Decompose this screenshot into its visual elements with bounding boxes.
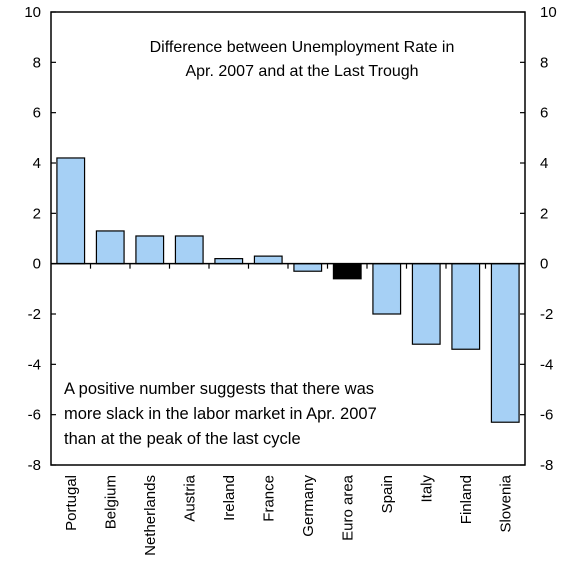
left-tick-label: -8: [28, 457, 41, 474]
bar-belgium: [95, 230, 125, 265]
right-tick-label: -6: [540, 407, 553, 424]
zero-line: [51, 262, 525, 269]
left-tick-label: -6: [28, 407, 41, 424]
right-tick-label: 0: [540, 256, 548, 273]
bar-slovenia: [490, 263, 520, 423]
annotation-line-2: more slack in the labor market in Apr. 2…: [64, 405, 377, 423]
left-tick-label: 4: [33, 155, 41, 172]
bar-spain: [372, 263, 402, 315]
bar-finland: [451, 263, 481, 350]
annotation-line-3: than at the peak of the last cycle: [64, 430, 301, 448]
category-label: Ireland: [221, 475, 238, 521]
left-tick-label: 10: [24, 4, 41, 21]
right-tick-label: 2: [540, 205, 548, 222]
left-tick-label: 6: [33, 105, 41, 122]
bar-austria: [174, 235, 204, 265]
category-label: France: [260, 475, 277, 522]
plot-border: [50, 11, 526, 466]
left-tick-label: 0: [33, 256, 41, 273]
left-axis: -8 -6 -4 -2 0 2 4 6 8 10: [24, 4, 56, 474]
category-label: Austria: [181, 474, 198, 521]
bar-germany: [293, 263, 323, 272]
right-tick-label: -2: [540, 306, 553, 323]
right-tick-label: 8: [540, 54, 548, 71]
bar-netherlands: [135, 235, 165, 265]
category-label: Germany: [300, 475, 317, 537]
bars: [56, 157, 520, 423]
bar-france: [253, 255, 283, 265]
left-tick-label: -2: [28, 306, 41, 323]
category-label: Portugal: [63, 475, 80, 531]
right-tick-label: 6: [540, 105, 548, 122]
bar-euro-area: [332, 263, 362, 280]
chart-title-line-2: Apr. 2007 and at the Last Trough: [185, 63, 418, 80]
x-axis-labels: Portugal Belgium Netherlands Austria Ireland…: [63, 474, 515, 556]
bar-italy: [411, 263, 441, 345]
left-tick-label: -4: [28, 356, 41, 373]
right-tick-label: -4: [540, 356, 553, 373]
chart-title-line-1: Difference between Unemployment Rate in: [150, 39, 455, 56]
category-label: Belgium: [102, 475, 119, 529]
category-label: Slovenia: [497, 474, 514, 532]
annotation-line-1: A positive number suggests that there wa…: [64, 380, 374, 398]
plot-frame: [50, 11, 526, 466]
bar-ireland: [214, 258, 244, 265]
category-label: Euro area: [339, 474, 356, 541]
category-label: Spain: [379, 475, 396, 513]
right-axis: -8 -6 -4 -2 0 2 4 6 8 10: [520, 4, 557, 474]
category-label: Italy: [418, 475, 435, 503]
category-label: Finland: [458, 475, 475, 524]
right-tick-label: 10: [540, 4, 557, 21]
bar-portugal: [56, 157, 86, 265]
right-tick-label: -8: [540, 457, 553, 474]
left-tick-label: 2: [33, 205, 41, 222]
category-label: Netherlands: [142, 475, 159, 556]
left-tick-label: 8: [33, 54, 41, 71]
right-tick-label: 4: [540, 155, 548, 172]
